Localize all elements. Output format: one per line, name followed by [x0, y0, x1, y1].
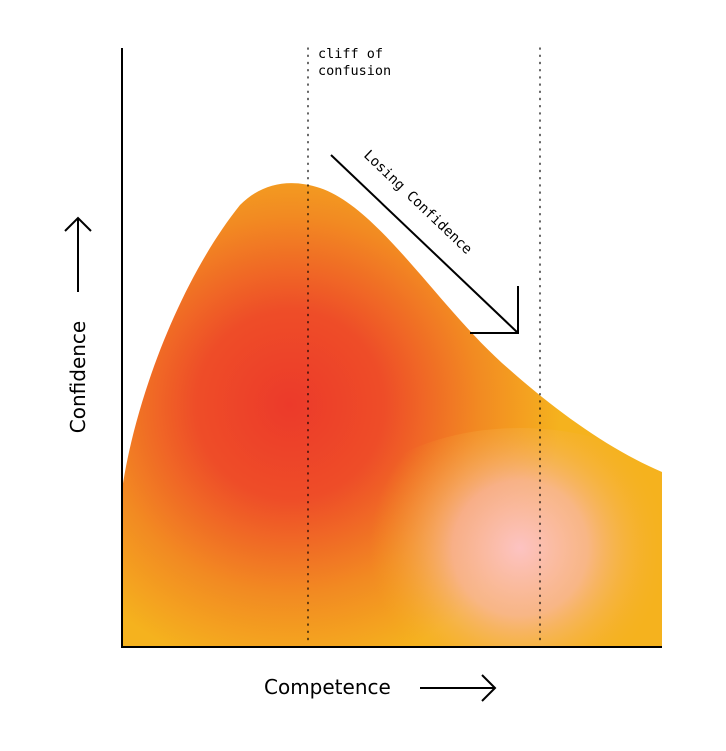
x-axis-label: Competence: [264, 675, 391, 699]
x-axis-arrow-icon: [420, 674, 497, 702]
y-axis-arrow-icon: [64, 216, 92, 292]
cliff-annotation-line2: confusion: [318, 63, 391, 79]
y-axis-label: Confidence: [66, 321, 90, 433]
cliff-annotation-line1: cliff of: [318, 46, 383, 62]
losing-confidence-arrow: [330, 154, 519, 334]
confidence-curve-area: [122, 183, 662, 647]
